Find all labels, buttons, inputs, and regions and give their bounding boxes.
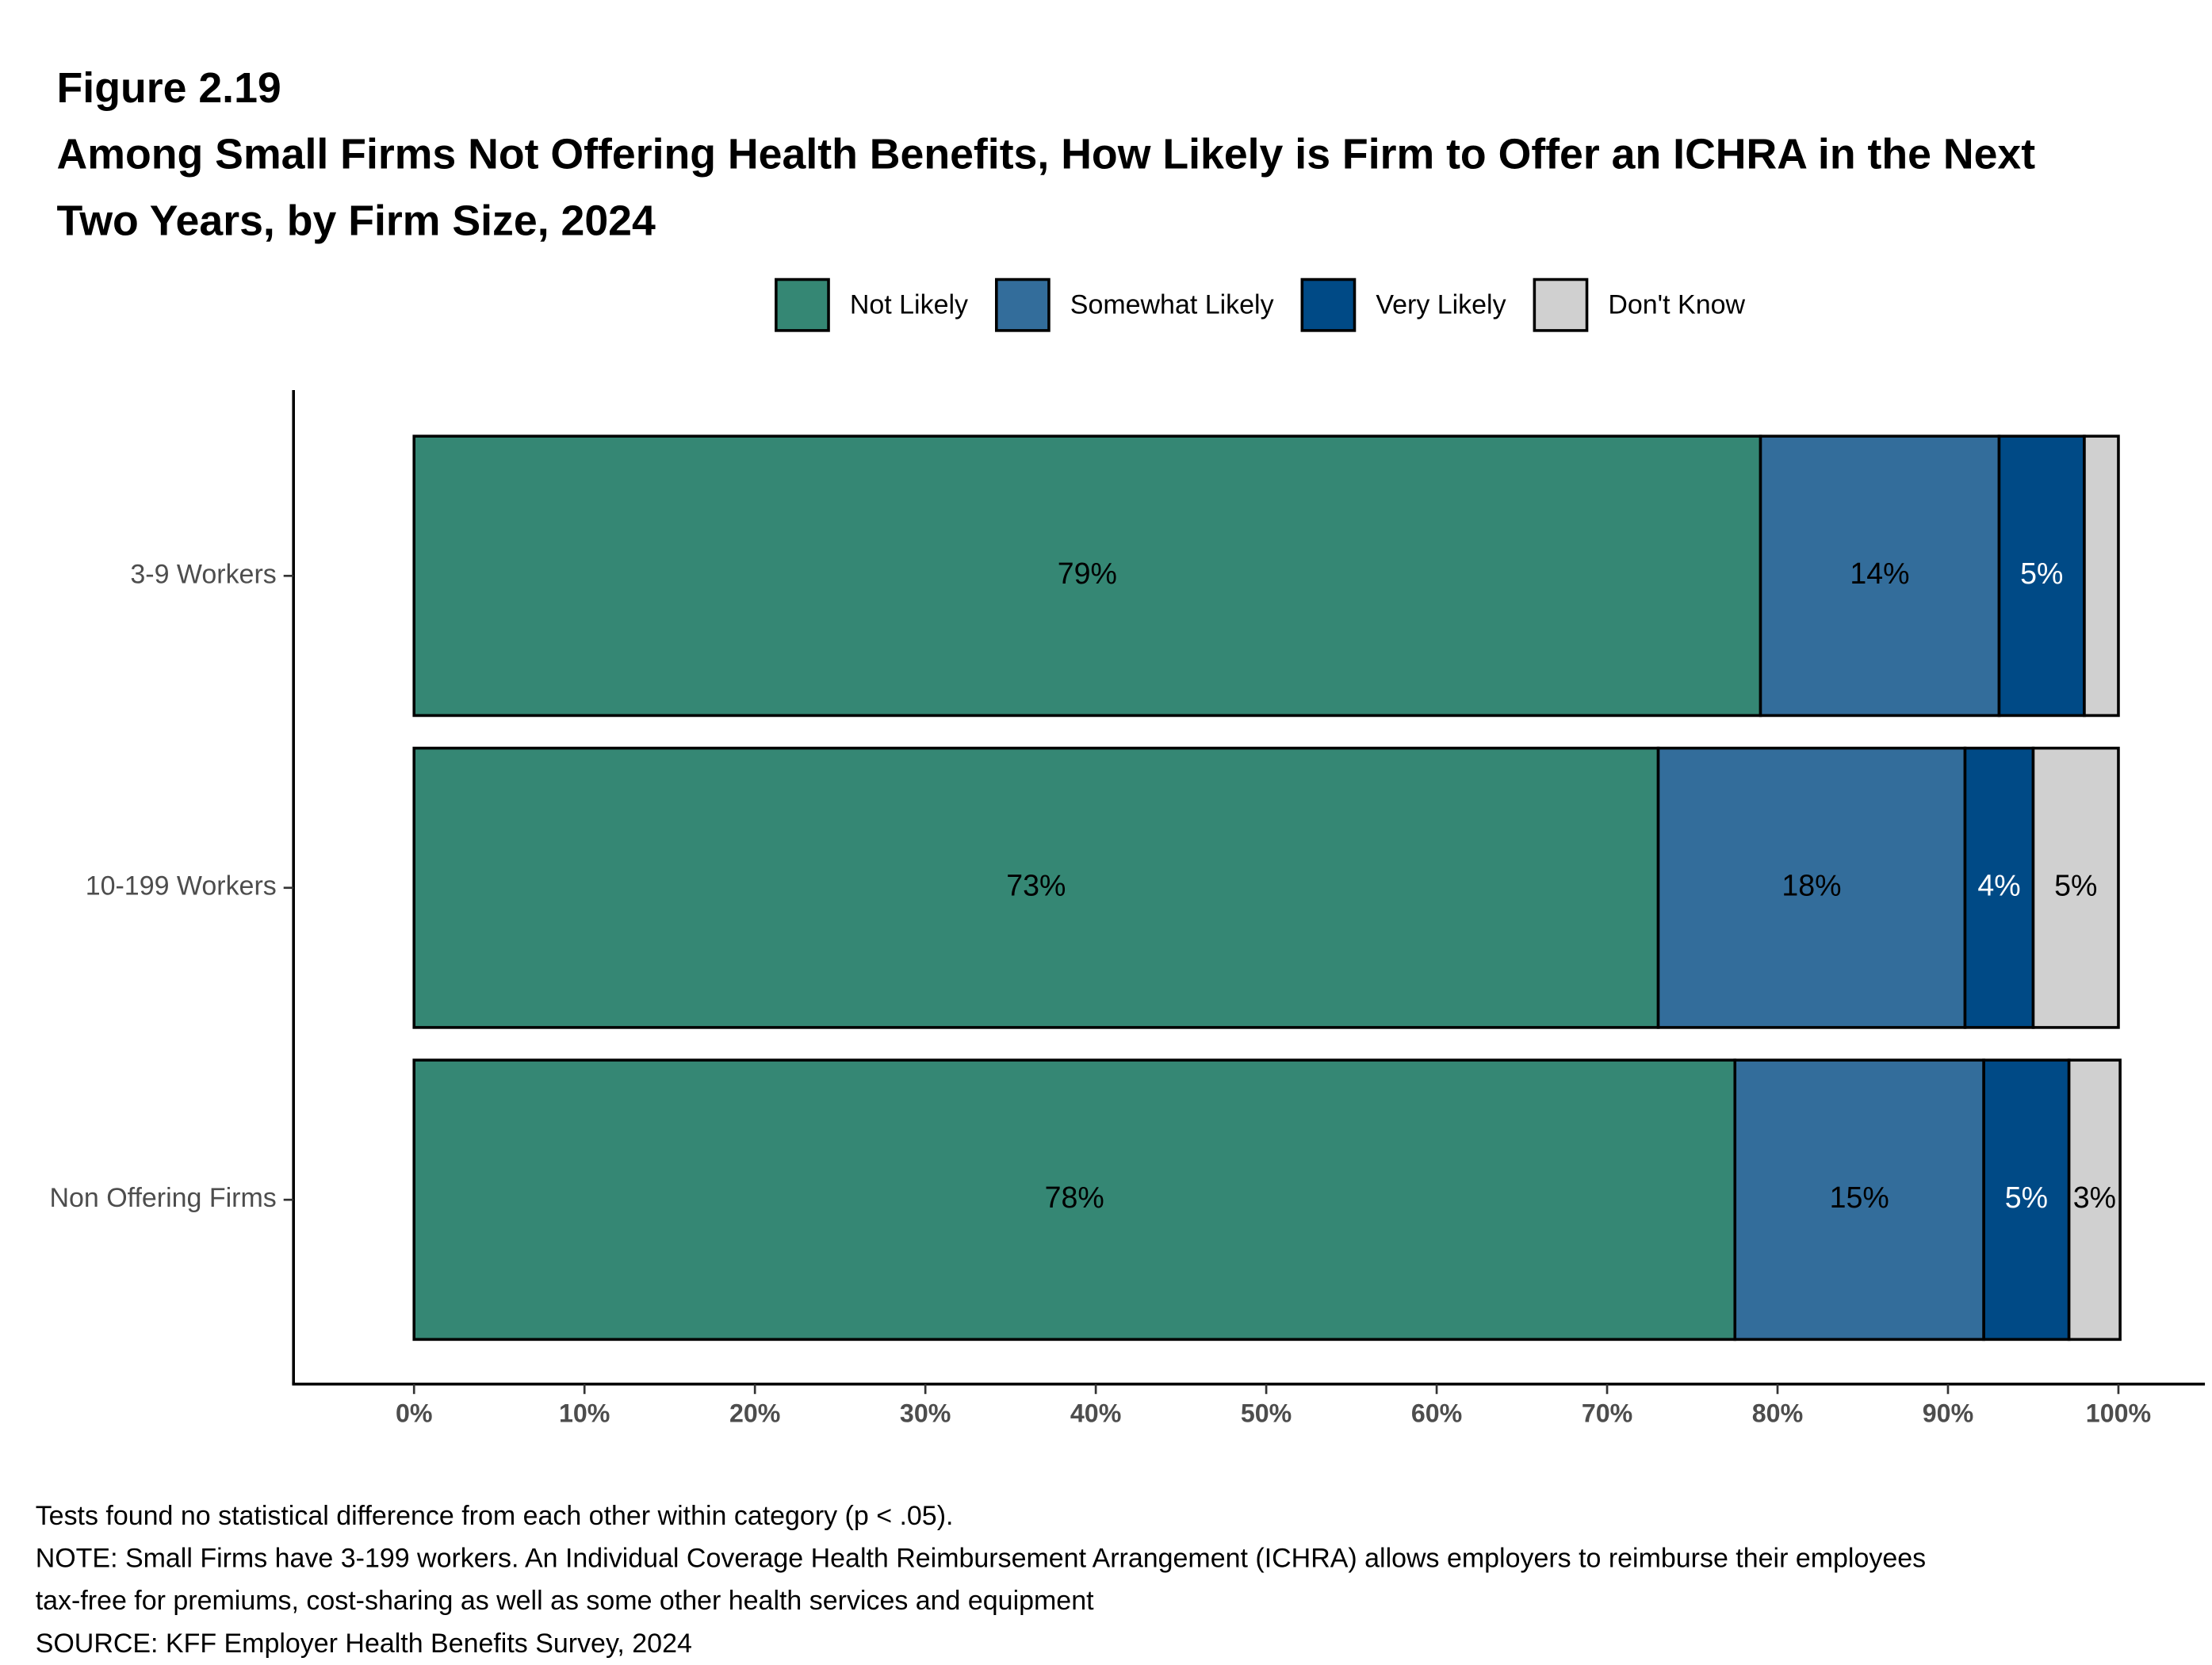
- figure-label: Figure 2.19: [57, 64, 281, 112]
- x-tick-label: 30%: [900, 1399, 951, 1428]
- data-label: 5%: [2005, 1181, 2048, 1214]
- legend-swatch: [994, 278, 1051, 332]
- x-tick-label: 0%: [396, 1399, 433, 1428]
- bar-segment: [2067, 1058, 2122, 1342]
- bar-segment: [2031, 746, 2120, 1029]
- data-label: 3%: [2073, 1181, 2116, 1214]
- bar-segment: [2083, 434, 2120, 718]
- x-tick-label: 60%: [1411, 1399, 1462, 1428]
- bar-segment: [412, 1058, 1737, 1342]
- footnote: NOTE: Small Firms have 3-199 workers. An…: [36, 1543, 1926, 1573]
- legend: Not Likely Somewhat Likely Very Likely Don'…: [775, 278, 1745, 332]
- data-label: 18%: [1781, 869, 1841, 902]
- x-tick-label: 90%: [1923, 1399, 1973, 1428]
- x-tick-label: 50%: [1241, 1399, 1292, 1428]
- y-tick-label: 10-199 Workers: [86, 871, 277, 901]
- legend-swatch: [775, 278, 830, 332]
- legend-swatch: [1533, 278, 1589, 332]
- chart-title: Among Small Firms Not Offering Health Be…: [57, 131, 2036, 245]
- legend-label: Very Likely: [1376, 289, 1506, 320]
- footnote: Tests found no statistical difference fr…: [36, 1501, 954, 1531]
- data-label: 79%: [1058, 557, 1117, 590]
- x-tick-label: 10%: [559, 1399, 610, 1428]
- data-label: 4%: [1977, 869, 2020, 902]
- footnote: tax-free for premiums, cost-sharing as w…: [36, 1586, 1094, 1616]
- bar-segment: [1982, 1058, 2071, 1342]
- legend-swatch: [1300, 278, 1357, 332]
- x-tick-label: 20%: [729, 1399, 780, 1428]
- data-label: 78%: [1045, 1181, 1104, 1214]
- title-line: Among Small Firms Not Offering Health Be…: [57, 131, 2036, 178]
- bar-segment: [412, 746, 1660, 1029]
- data-label: 5%: [2020, 557, 2063, 590]
- x-tick-label: 100%: [2086, 1399, 2151, 1428]
- bar-segment: [1759, 434, 2001, 718]
- bar-segment: [1656, 746, 1967, 1029]
- x-tick-label: 80%: [1752, 1399, 1803, 1428]
- data-label: 14%: [1850, 557, 1909, 590]
- data-label: 5%: [2054, 869, 2097, 902]
- data-label: 73%: [1006, 869, 1066, 902]
- y-tick-label: Non Offering Firms: [49, 1183, 276, 1213]
- data-label: 15%: [1830, 1181, 1889, 1214]
- y-tick-label: 3-9 Workers: [130, 559, 276, 589]
- bar-segment: [1997, 434, 2086, 718]
- footnote: SOURCE: KFF Employer Health Benefits Sur…: [36, 1629, 692, 1659]
- title-line: Two Years, by Firm Size, 2024: [57, 197, 656, 245]
- legend-label: Somewhat Likely: [1070, 289, 1274, 320]
- bar-segment: [412, 434, 1762, 718]
- legend-label: Don't Know: [1608, 289, 1745, 320]
- x-tick-label: 70%: [1582, 1399, 1632, 1428]
- bar-segment: [1733, 1058, 1985, 1342]
- x-tick-label: 40%: [1070, 1399, 1121, 1428]
- legend-label: Not Likely: [850, 289, 968, 320]
- bar-segment: [1963, 746, 2035, 1029]
